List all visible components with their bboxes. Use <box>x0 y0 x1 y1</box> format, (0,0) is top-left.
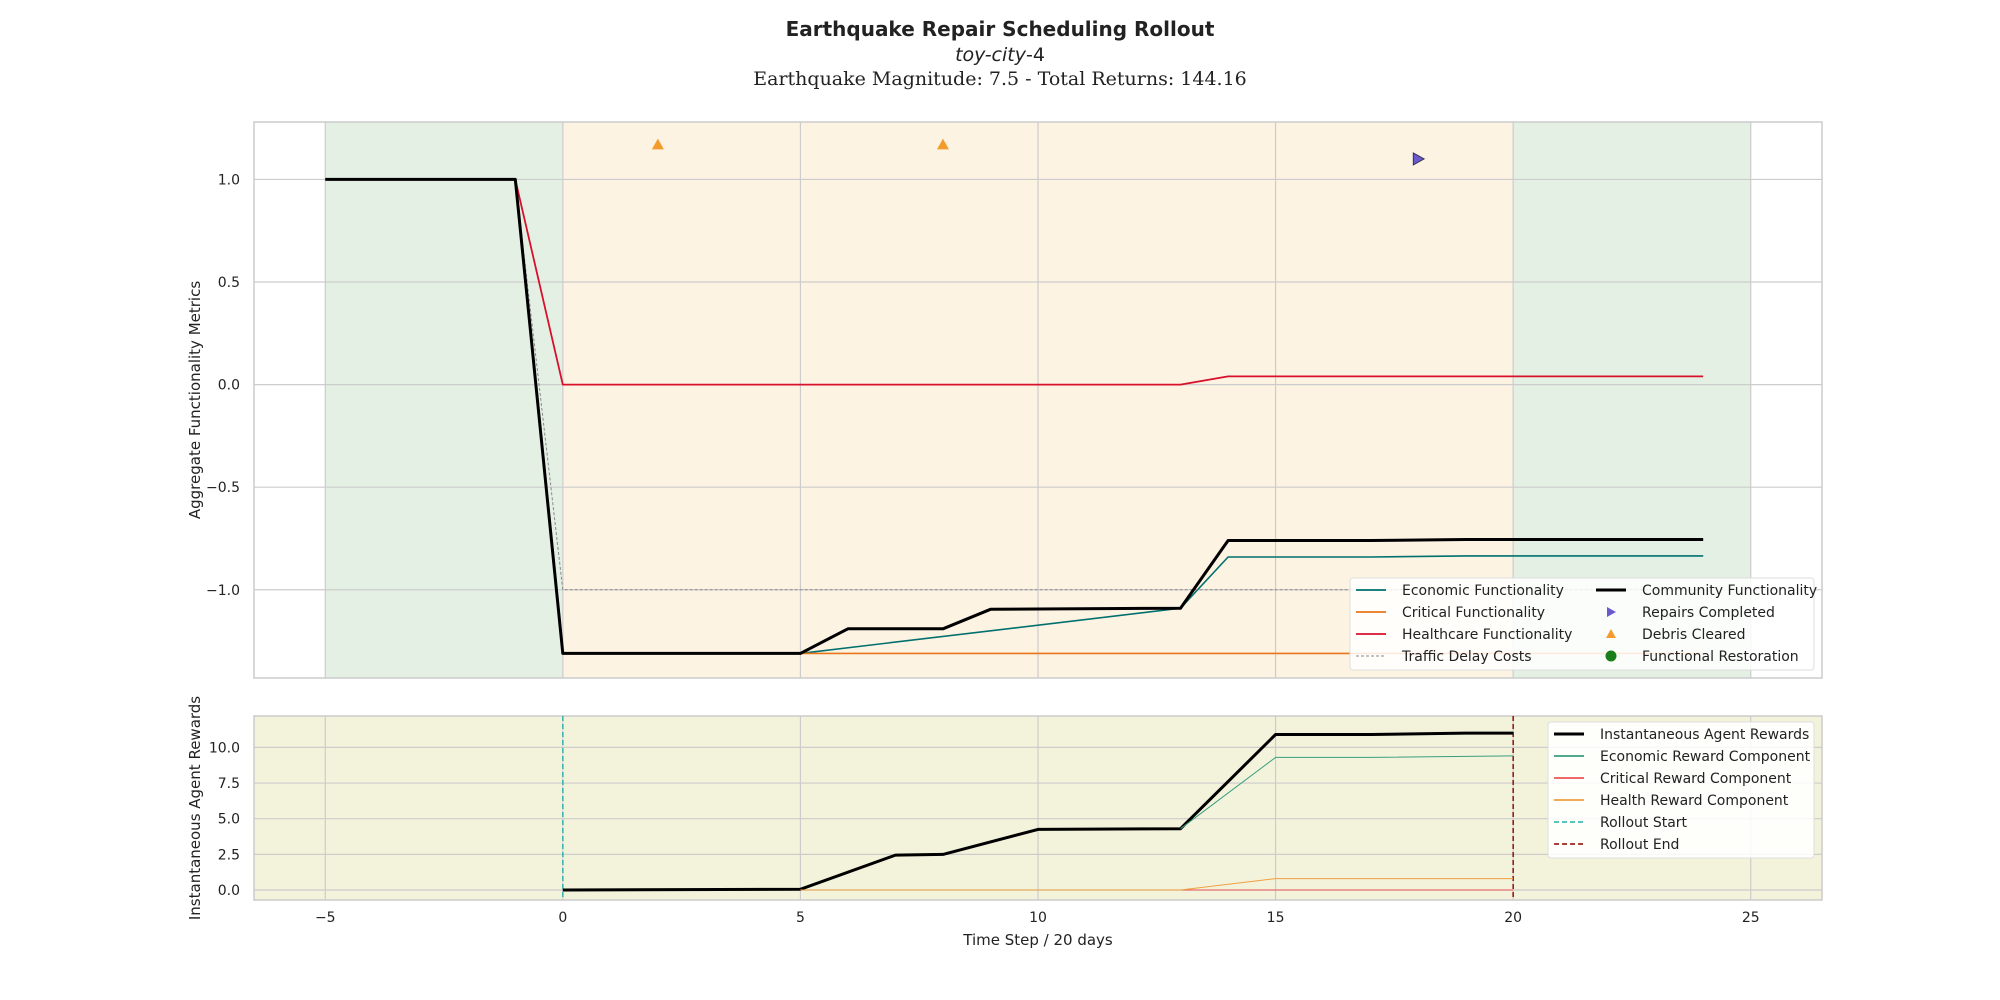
bottom-legend-item-label: Rollout Start <box>1600 815 1688 831</box>
marker-debris <box>936 138 949 150</box>
bottom-legend-item-label: Critical Reward Component <box>1600 771 1792 787</box>
bottom-y-axis-label: Instantaneous Agent Rewards <box>186 696 204 920</box>
city-number: -4 <box>1025 44 1045 66</box>
top-legend-item-label: Functional Restoration <box>1642 649 1799 665</box>
city-name: toy-city <box>955 44 1026 66</box>
bottom-y-tick-label: 2.5 <box>218 847 240 863</box>
top-plot-frame <box>253 121 1823 679</box>
bottom-legend-item-label: Rollout End <box>1600 837 1679 853</box>
reward-series-community <box>562 731 1514 892</box>
top-legend-item-swatch <box>1605 650 1617 662</box>
top-legend-item-swatch <box>1607 607 1616 617</box>
x-tick-label: 25 <box>1742 910 1760 926</box>
top-legend-item-label: Economic Functionality <box>1402 583 1564 599</box>
reward-series-health_reward <box>800 878 1514 891</box>
top-legend-item-swatch <box>1606 629 1616 638</box>
chart-title: Earthquake Repair Scheduling Rollout <box>785 17 1215 41</box>
top-legend-item-label: Debris Cleared <box>1642 627 1745 643</box>
bottom-y-tick-label: 10.0 <box>209 740 240 756</box>
top-legend-item-label: Repairs Completed <box>1642 605 1775 621</box>
top-legend-item-label: Traffic Delay Costs <box>1401 649 1532 665</box>
marker-debris <box>651 138 664 150</box>
x-tick-label: 10 <box>1029 910 1047 926</box>
x-tick-label: 0 <box>558 910 567 926</box>
bottom-legend-item-label: Instantaneous Agent Rewards <box>1600 727 1809 743</box>
top-y-tick-label: −0.5 <box>206 480 240 496</box>
top-legend-item-label: Healthcare Functionality <box>1402 627 1572 643</box>
top-y-tick-label: −1.0 <box>206 583 240 599</box>
top-y-axis-label: Aggregate Functionality Metrics <box>186 281 204 519</box>
top-legend-item-label: Critical Functionality <box>1402 605 1545 621</box>
x-tick-label: 15 <box>1267 910 1285 926</box>
series-community <box>325 177 1704 655</box>
top-legend-item-label: Community Functionality <box>1642 583 1817 599</box>
x-tick-label: 5 <box>796 910 805 926</box>
phase-region <box>325 122 563 678</box>
top-legend <box>1349 577 1815 671</box>
bottom-plot-frame <box>253 715 1823 901</box>
bottom-legend-item-label: Health Reward Component <box>1600 793 1789 809</box>
x-axis-label: Time Step / 20 days <box>962 931 1113 949</box>
bottom-y-tick-label: 5.0 <box>218 812 240 828</box>
bottom-y-tick-label: 0.0 <box>218 883 240 899</box>
x-tick-label: −5 <box>315 910 336 926</box>
reward-series-econ_reward <box>1180 755 1514 830</box>
bottom-legend <box>1547 721 1815 859</box>
marker-repairs <box>1412 152 1426 166</box>
top-y-tick-label: 1.0 <box>218 172 240 188</box>
bottom-y-tick-label: 7.5 <box>218 776 240 792</box>
chart-subtitle-2: Earthquake Magnitude: 7.5 - Total Return… <box>753 68 1247 90</box>
x-tick-label: 20 <box>1504 910 1522 926</box>
chart-subtitle: toy-city-4 <box>0 44 2000 66</box>
bottom-legend-item-label: Economic Reward Component <box>1600 749 1811 765</box>
top-y-tick-label: 0.5 <box>218 275 240 291</box>
top-y-tick-label: 0.0 <box>218 378 240 394</box>
